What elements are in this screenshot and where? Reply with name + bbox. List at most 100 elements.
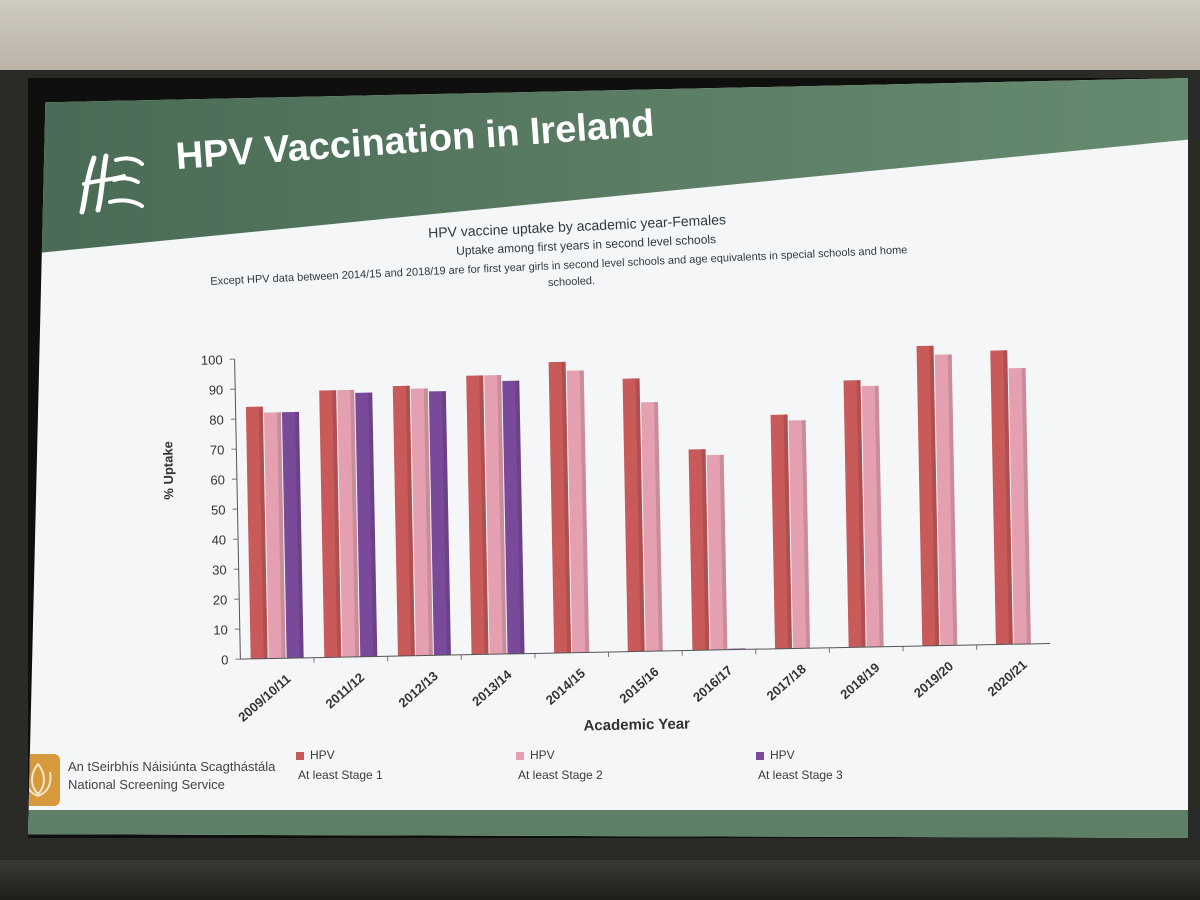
bar-stage2: [337, 389, 360, 658]
x-tick-label: 2015/16: [616, 664, 661, 706]
legend-item-stage3: HPV At least Stage 3: [756, 748, 843, 782]
y-tick-label: 0: [221, 652, 229, 667]
bar-shade: [561, 361, 572, 653]
x-tick-label: 2009/10/11: [235, 671, 293, 725]
bar-shade: [701, 449, 710, 651]
bar-shade: [783, 414, 793, 649]
bar-stage2: [410, 388, 433, 656]
bar-shade: [874, 385, 884, 647]
bar-stage2: [641, 402, 663, 652]
y-tick-label: 30: [212, 562, 227, 577]
legend-swatch-stage2: [516, 751, 524, 760]
slide-footer-band: [28, 810, 1188, 838]
bar-shade: [515, 380, 525, 654]
bar-shade: [350, 389, 360, 657]
bar-stage2: [1008, 367, 1031, 645]
legend-item-stage2: HPV At least Stage 2: [516, 748, 603, 782]
footer-organisation: An tSeirbhís Náisiúnta Scagthástála Nati…: [68, 758, 275, 794]
bar-stage3: [355, 392, 378, 657]
bar-shade: [368, 392, 378, 657]
bar-stage1: [245, 406, 268, 659]
bar-stage1: [916, 345, 940, 646]
y-tick-label: 80: [209, 412, 224, 427]
bar-stage2: [566, 370, 590, 653]
bar-shade: [635, 378, 645, 652]
bar-shade: [258, 406, 268, 659]
bar-stage2: [484, 375, 507, 655]
hse-logo-icon: [79, 153, 144, 215]
y-tick-label: 40: [211, 532, 226, 547]
bar-shade: [801, 420, 811, 649]
bar-shade: [947, 354, 958, 646]
bar-stage2: [934, 354, 958, 646]
y-tick-label: 90: [209, 382, 224, 397]
y-tick-label: 60: [210, 472, 225, 487]
x-tick-label: 2013/14: [469, 666, 515, 709]
bar-shade: [1021, 367, 1031, 644]
legend-swatch-stage3: [756, 751, 764, 760]
y-tick-label: 100: [201, 352, 223, 367]
legend-series-name: HPV: [770, 748, 795, 762]
bar-stage2: [263, 412, 286, 659]
bar-shade: [423, 388, 433, 656]
bar-shade: [856, 380, 866, 648]
bar-shade: [332, 390, 342, 658]
bar-stage1: [319, 390, 342, 658]
legend-swatch-stage1: [296, 751, 304, 760]
x-tick-label: 2020/21: [985, 657, 1030, 699]
x-tick-label: 2012/13: [396, 668, 441, 710]
bar-stage1: [770, 414, 793, 649]
bar-shade: [441, 391, 451, 656]
bar-stage3: [281, 411, 304, 659]
bar-shade: [294, 411, 304, 658]
y-tick-label: 70: [210, 442, 225, 457]
bar-shade: [1003, 350, 1013, 645]
bar-stage1: [392, 385, 415, 657]
legend-series-name: HPV: [310, 748, 335, 762]
projector-screen: HPV Vaccination in Ireland HPV vaccine u…: [28, 78, 1188, 838]
x-axis-label: Academic Year: [583, 715, 690, 734]
x-tick-label: 2014/15: [543, 665, 588, 707]
x-tick-label: 2018/19: [837, 660, 882, 702]
room-wall-top: [0, 0, 1200, 70]
chart-note-line-2: schooled.: [547, 274, 596, 290]
bar-shade: [929, 345, 940, 646]
x-tick-label: 2011/12: [322, 670, 367, 712]
legend-sublabel: At least Stage 2: [518, 768, 603, 782]
bar-stage1: [990, 350, 1013, 645]
x-tick-label: 2017/18: [764, 661, 809, 703]
footer-org-irish: An tSeirbhís Náisiúnta Scagthástála: [68, 759, 276, 774]
bar-stage1: [843, 380, 866, 648]
bar-shade: [497, 375, 507, 655]
bar-stage2: [788, 420, 811, 649]
lotus-logo-icon: [28, 754, 60, 806]
legend-item-stage1: HPV At least Stage 1: [296, 748, 383, 782]
bar-stage2: [861, 385, 884, 648]
y-axis-line: [234, 359, 241, 660]
y-tick-label: 20: [213, 592, 228, 607]
y-tick-label: 10: [213, 622, 228, 637]
bar-shade: [654, 402, 663, 652]
bar-stage3: [502, 380, 525, 654]
bar-shade: [405, 385, 415, 656]
y-axis-label: % Uptake: [160, 441, 176, 500]
bar-stage1: [688, 449, 710, 651]
legend-series-name: HPV: [530, 748, 555, 762]
bar-shade: [276, 412, 286, 659]
room-wall-bottom: [0, 860, 1200, 900]
slide: HPV Vaccination in Ireland HPV vaccine u…: [28, 78, 1188, 838]
footer-org-english: National Screening Service: [68, 777, 225, 792]
legend-sublabel: At least Stage 1: [298, 768, 383, 782]
bar-chart: 0 10 20 30 40 50 60 70 80 90 100 2009/10/11 2011/12…: [160, 345, 1051, 735]
x-tick-label: 2019/20: [911, 658, 956, 700]
bar-stage1: [548, 361, 572, 654]
legend-sublabel: At least Stage 3: [758, 768, 843, 782]
bar-stage2: [706, 454, 728, 651]
bar-stage1: [622, 378, 645, 652]
bar-shade: [579, 370, 590, 653]
bar-shade: [719, 454, 728, 650]
x-axis-line: [240, 643, 1051, 660]
bar-stage3: [428, 391, 451, 656]
bar-shade: [479, 375, 489, 655]
bar-stage1: [466, 375, 489, 655]
